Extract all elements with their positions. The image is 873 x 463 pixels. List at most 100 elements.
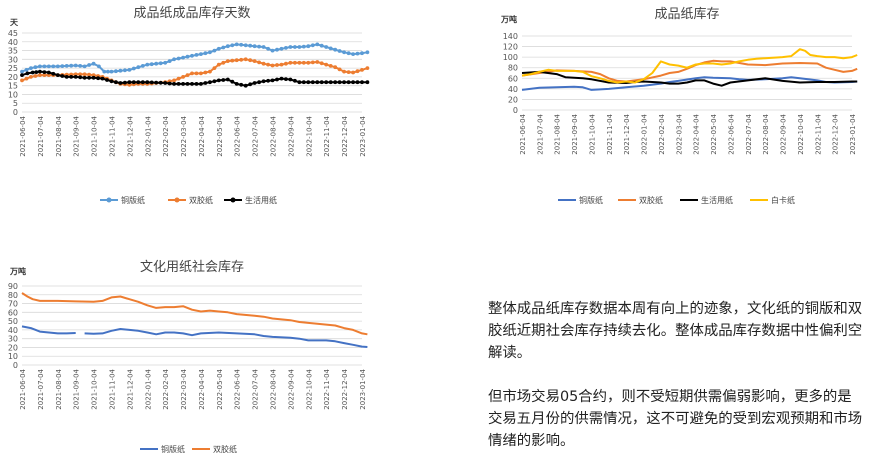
series-point [158, 61, 163, 66]
series-point [69, 63, 74, 68]
x-tick-label: 2022-01-04 [144, 368, 152, 409]
x-tick-label: 2022-09-04 [287, 115, 295, 156]
series-point [261, 79, 266, 84]
series-point [29, 66, 33, 70]
series-point [221, 60, 226, 65]
series-point [275, 77, 279, 82]
y-axis-unit-label: 万吨 [9, 266, 26, 276]
y-tick-label: 70 [8, 300, 18, 309]
series-point [20, 73, 24, 77]
series-point [203, 51, 208, 56]
series-point [131, 66, 136, 71]
x-tick-label: 2021-11-04 [108, 368, 116, 409]
series-point [310, 80, 315, 85]
x-tick-label: 2021-08-04 [55, 115, 63, 156]
series-point [333, 47, 338, 52]
series-point [185, 54, 190, 59]
y-tick-label: 15 [8, 82, 18, 91]
series-point [55, 64, 60, 69]
series-point [310, 43, 315, 48]
x-tick-label: 2021-11-04 [606, 113, 614, 154]
series-point [24, 68, 29, 72]
series-point [266, 62, 270, 67]
series-point [176, 82, 181, 86]
series-point [306, 80, 311, 85]
x-tick-label: 2022-10-04 [305, 368, 313, 409]
series-point [123, 68, 127, 73]
series-line-4 [521, 48, 858, 84]
series-point [87, 63, 91, 67]
x-tick-label: 2023-01-04 [849, 113, 857, 154]
x-tick-label: 2022-03-04 [180, 368, 188, 409]
x-tick-label: 2022-02-04 [162, 115, 170, 156]
series-point [328, 64, 333, 68]
series-point [216, 62, 221, 67]
series-point [33, 74, 38, 78]
series-point [270, 63, 275, 68]
series-point [149, 80, 154, 85]
series-point [319, 61, 324, 66]
series-point [42, 64, 47, 69]
x-tick-label: 2022-04-04 [198, 115, 206, 156]
x-tick-label: 2022-12-04 [832, 113, 840, 154]
series-line-1 [21, 43, 368, 73]
y-tick-label: 5 [13, 99, 18, 108]
series-point [324, 62, 329, 67]
x-tick-label: 2021-08-04 [55, 368, 63, 409]
legend-marker [230, 197, 236, 203]
series-point [167, 59, 172, 63]
series-point [212, 79, 217, 84]
series-point [346, 80, 351, 85]
series-point [20, 69, 24, 74]
series-point [306, 60, 311, 65]
series-point [365, 50, 370, 55]
x-tick-label: 2021-12-04 [623, 113, 631, 154]
series-point [293, 60, 297, 65]
series-point [275, 63, 279, 67]
series-point [360, 51, 364, 56]
series-point [145, 62, 150, 67]
series-point [239, 42, 244, 47]
x-tick-label: 2021-12-04 [126, 115, 134, 156]
series-point [60, 74, 65, 78]
series-point [38, 73, 42, 77]
series-point [266, 78, 270, 83]
series-point [33, 65, 38, 70]
series-point [190, 71, 194, 76]
y-tick-label: 0 [13, 361, 18, 370]
series-point [46, 64, 51, 69]
series-point [275, 47, 279, 52]
series-point [69, 75, 74, 79]
series-point [91, 75, 96, 80]
series-point [360, 80, 364, 85]
series-point [293, 78, 297, 83]
series-point [176, 76, 181, 81]
series-point [252, 44, 257, 49]
series-point [288, 77, 293, 82]
series-point [199, 82, 203, 86]
series-point [82, 64, 87, 69]
commentary-paragraph-2: 但市场交易05合约，则不受短期供需偏弱影响，更多的是交易五月份的供需情况，这不可… [488, 389, 863, 449]
series-point [230, 58, 235, 63]
series-point [319, 80, 324, 85]
series-point [158, 80, 163, 85]
series-point [230, 79, 235, 84]
series-point [337, 67, 342, 72]
series-point [100, 76, 105, 81]
series-point [82, 75, 87, 80]
series-point [91, 61, 96, 66]
series-point [46, 70, 51, 75]
series-point [351, 70, 355, 75]
series-point [346, 70, 351, 74]
legend-marker [174, 197, 180, 203]
series-point [51, 71, 56, 76]
series-point [114, 69, 118, 74]
commentary-paragraph-1: 整体成品纸库存数据本周有向上的迹象，文化纸的铜版和双胶纸近期社会库存持续去化。整… [488, 301, 863, 361]
series-point [82, 72, 87, 77]
series-point [194, 53, 199, 57]
series-point [106, 69, 110, 74]
x-tick-label: 2021-09-04 [73, 368, 81, 409]
x-tick-label: 2022-05-04 [710, 113, 718, 154]
series-point [140, 64, 145, 68]
series-point [212, 48, 217, 53]
